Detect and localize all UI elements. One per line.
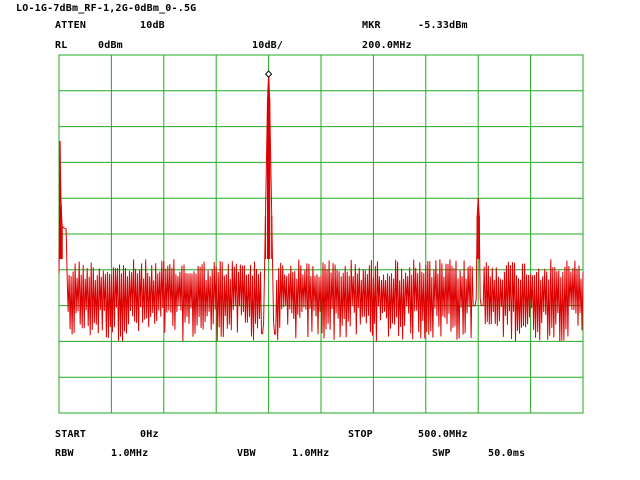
rl-label: RL: [55, 40, 68, 51]
rbw-value: 1.0MHz: [111, 448, 149, 459]
scale-value: 10dB/: [252, 40, 284, 51]
vbw-label: VBW: [237, 448, 256, 459]
mkr-value: -5.33dBm: [418, 20, 468, 31]
rbw-label: RBW: [55, 448, 74, 459]
stop-label: STOP: [348, 429, 373, 440]
start-value: 0Hz: [140, 429, 159, 440]
trace-line: [58, 74, 584, 342]
marker-diamond: [264, 70, 273, 78]
vbw-value: 1.0MHz: [292, 448, 330, 459]
trace-title: LO-1G-7dBm_RF-1,2G-0dBm_0-.5G: [16, 3, 197, 14]
marker-point: [264, 70, 273, 78]
swp-value: 50.0ms: [488, 448, 526, 459]
graticule: [58, 54, 584, 414]
atten-value: 10dB: [140, 20, 165, 31]
spectrum-trace: [58, 74, 584, 342]
swp-label: SWP: [432, 448, 451, 459]
rl-value: 0dBm: [98, 40, 123, 51]
start-label: START: [55, 429, 87, 440]
stop-value: 500.0MHz: [418, 429, 468, 440]
mkr-frequency: 200.0MHz: [362, 40, 412, 51]
mkr-label: MKR: [362, 20, 381, 31]
atten-label: ATTEN: [55, 20, 87, 31]
